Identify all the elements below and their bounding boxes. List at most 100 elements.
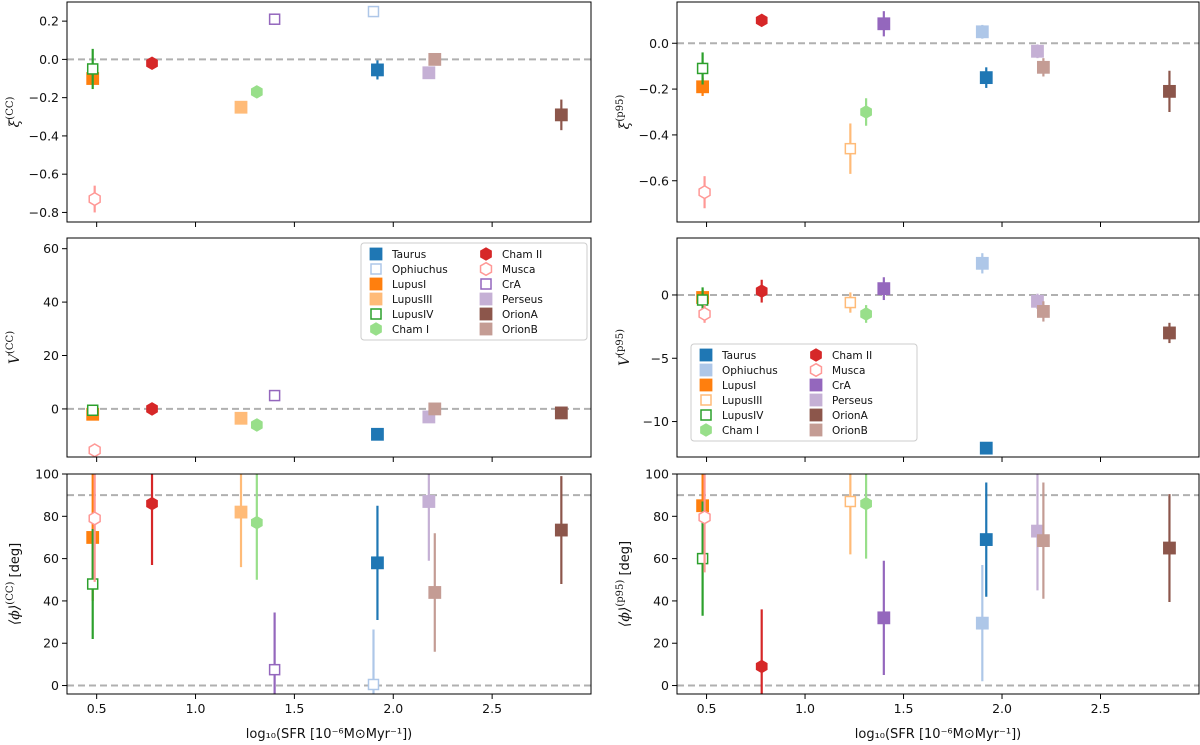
- marker: [268, 13, 281, 25]
- x-tick-label: 2.0: [992, 701, 1012, 716]
- legend-label: Ophiuchus: [722, 365, 778, 377]
- marker: [88, 443, 101, 457]
- point-cham-ii: [755, 279, 768, 303]
- point-oriona: [1163, 70, 1176, 112]
- marker: [367, 678, 380, 691]
- x-tick-label: 1.5: [894, 701, 914, 716]
- marker: [1163, 326, 1176, 340]
- x-tick-label: 0.5: [87, 701, 107, 716]
- y-tick-label: 0: [661, 678, 669, 693]
- point-lupusiv: [86, 529, 99, 639]
- marker: [250, 515, 263, 530]
- legend-label: Cham II: [832, 350, 872, 362]
- marker: [428, 586, 442, 599]
- marker: [146, 56, 158, 70]
- x-axis-label-left: log₁₀(SFR [10⁻⁶M⊙Myr⁻¹]): [246, 727, 412, 742]
- legend-label: LupusIII: [392, 294, 432, 306]
- legend-marker: [369, 247, 383, 261]
- legend-entry-ophiuchus: Ophiuchus: [699, 363, 778, 377]
- panel-xi_cc: 0.2 0.0 −0.2 −0.4 −0.6 −0.8 ξ(CC): [5, 1, 592, 227]
- point-lupusiii: [844, 474, 857, 555]
- legend-marker: [369, 277, 383, 291]
- marker: [88, 191, 101, 207]
- point-taurus: [979, 482, 993, 597]
- legend-label: Cham I: [392, 324, 429, 336]
- legend-label: Musca: [832, 365, 865, 377]
- y-axis-label: V(CC): [5, 331, 23, 364]
- legend-entry-cra: CrA: [480, 278, 522, 291]
- point-orionb: [428, 52, 442, 66]
- legend-label: Ophiuchus: [392, 264, 448, 276]
- point-cra: [268, 389, 281, 402]
- point-musca: [698, 176, 711, 209]
- legend-label: LupusIV: [722, 410, 764, 422]
- x-tick-label: 2.0: [383, 701, 403, 716]
- legend-marker: [369, 292, 383, 306]
- marker: [696, 552, 709, 565]
- marker: [877, 282, 891, 296]
- marker: [86, 578, 99, 590]
- panels: 0.2 0.0 −0.2 −0.4 −0.6 −0.8 ξ(CC) 0.0 −0.2 −0.4 −0…: [5, 1, 1200, 716]
- legend-entry-orionb: OrionB: [809, 423, 868, 437]
- legend-entry-cham-i: Cham I: [700, 423, 759, 437]
- marker: [1036, 60, 1050, 74]
- marker: [86, 63, 99, 75]
- x-tick-label: 2.5: [482, 701, 502, 716]
- marker: [979, 441, 993, 455]
- x-tick-label: 1.0: [795, 701, 815, 716]
- panel-phi_cc: 100 80 60 40 20 0 0.5 1.0 1.5 2.0 2.5 ⟨ϕ⟩(CC) [deg]: [5, 467, 592, 716]
- y-tick-label: −0.2: [29, 90, 59, 105]
- marker: [755, 284, 768, 298]
- point-cham-i: [250, 85, 263, 99]
- marker: [428, 402, 442, 416]
- point-cham-ii: [146, 56, 158, 70]
- data-points: [696, 474, 1176, 694]
- point-cra: [877, 11, 891, 37]
- marker: [860, 496, 872, 511]
- point-oriona: [1163, 322, 1176, 344]
- legend-marker: [809, 393, 823, 407]
- legend-marker: [700, 394, 712, 406]
- axes-frame: [66, 1, 592, 223]
- legend-label: CrA: [832, 380, 852, 392]
- point-perseus: [422, 66, 436, 80]
- marker: [755, 13, 768, 28]
- data-points: [696, 253, 1176, 455]
- point-orionb: [428, 533, 442, 652]
- marker: [696, 62, 709, 75]
- y-tick-label: 20: [653, 636, 669, 651]
- legend-label: Cham II: [502, 249, 542, 261]
- y-tick-label: −10: [643, 414, 669, 429]
- marker: [234, 411, 248, 425]
- point-musca: [698, 305, 711, 323]
- legend-entry-musca: Musca: [479, 261, 535, 277]
- marker: [877, 611, 891, 625]
- point-perseus: [1031, 474, 1044, 591]
- y-tick-label: −0.4: [29, 128, 59, 143]
- legend-marker: [370, 322, 382, 336]
- legend-entry-taurus: Taurus: [369, 247, 426, 261]
- legend-entry-cra: CrA: [809, 378, 852, 392]
- legend-label: OrionB: [832, 425, 868, 437]
- legend: Taurus Ophiuchus LupusI LupusIII LupusIV Cham…: [360, 242, 588, 341]
- y-axis-label: ξ(CC): [5, 96, 23, 127]
- legend-marker: [810, 348, 822, 362]
- axes-frame: [676, 237, 1200, 458]
- marker: [428, 52, 442, 66]
- y-tick-label: 0.0: [649, 36, 669, 51]
- legend-label: OrionA: [832, 410, 869, 422]
- marker: [975, 616, 989, 630]
- point-lupusiv: [86, 404, 99, 417]
- legend-entry-perseus: Perseus: [809, 393, 873, 407]
- marker: [1036, 305, 1050, 318]
- y-axis-label: ⟨ϕ⟩(p95) [deg]: [615, 541, 633, 627]
- marker: [234, 100, 248, 114]
- y-axis-label: ξ(p95): [615, 95, 633, 130]
- legend-marker: [809, 362, 823, 378]
- legend-marker: [370, 308, 382, 320]
- legend-marker: [809, 408, 823, 422]
- y-tick-label: 40: [43, 593, 59, 608]
- legend-entry-cham-ii: Cham II: [810, 348, 872, 362]
- x-axis-label-right: log₁₀(SFR [10⁻⁶M⊙Myr⁻¹]): [855, 727, 1021, 742]
